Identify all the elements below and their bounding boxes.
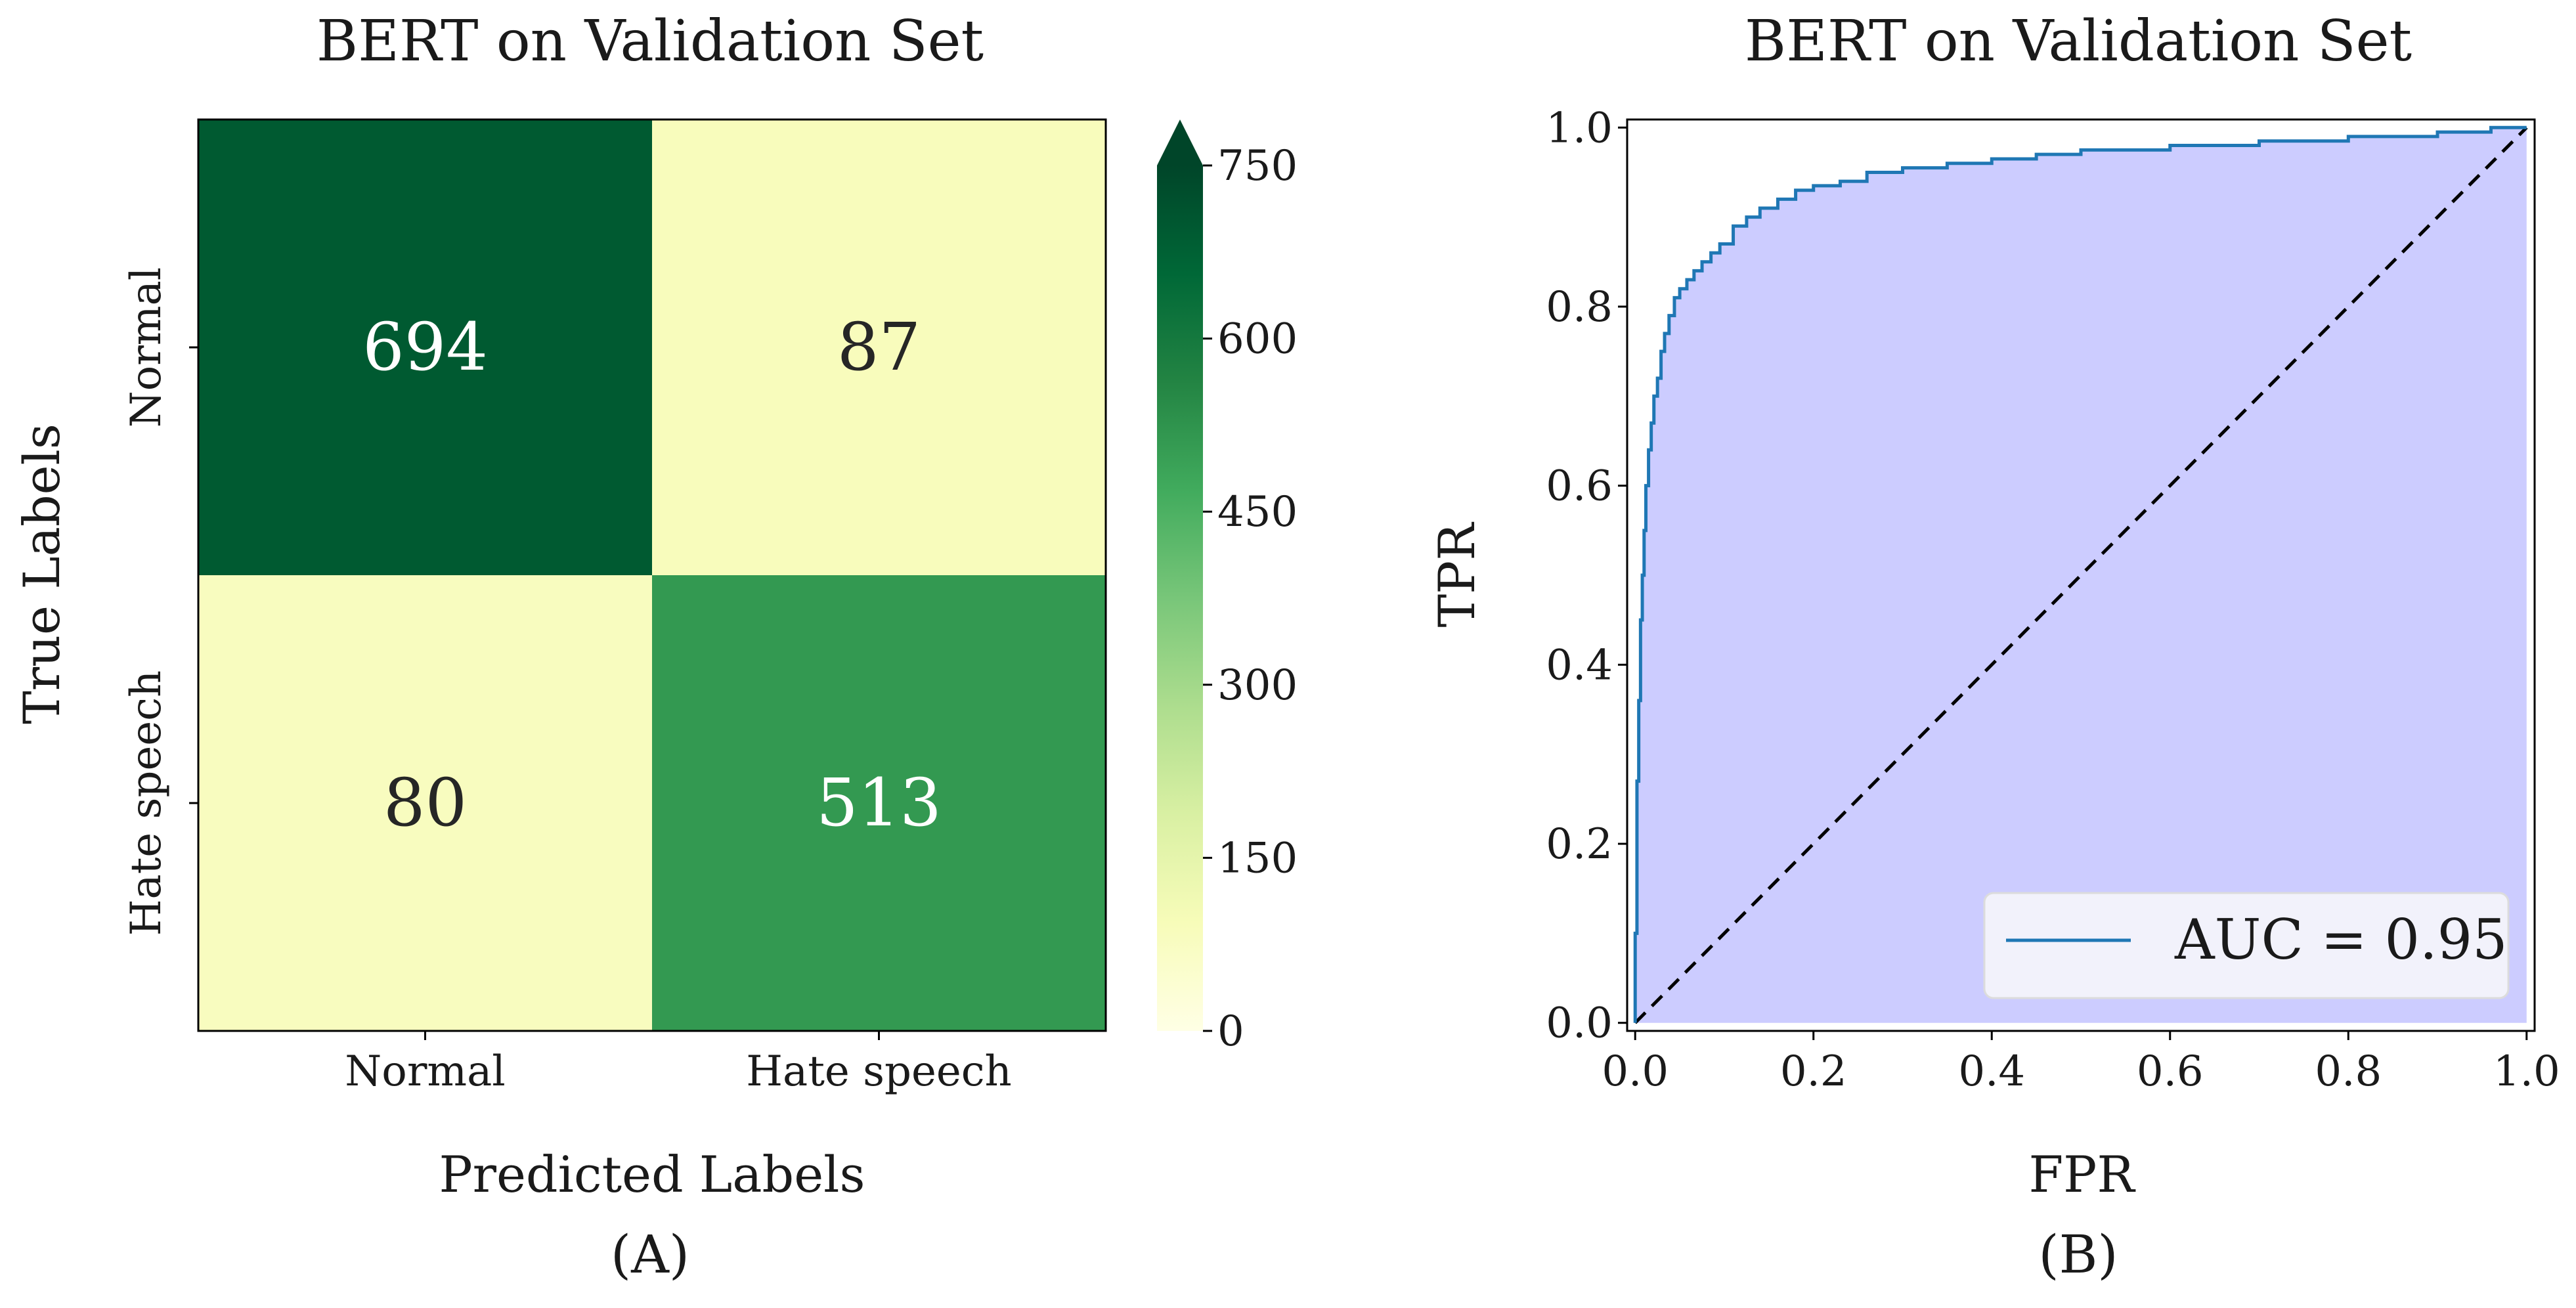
x-tick-label: 0.6 xyxy=(2137,1047,2204,1096)
roc-plot-area xyxy=(1633,125,2528,1024)
x-tick-label: 0.0 xyxy=(1602,1047,1669,1096)
x-tick-label: 0.2 xyxy=(1780,1047,1847,1096)
colorbar-ticks: 0 150 300 450 600 750 xyxy=(1203,142,1298,1056)
roc-y-axis-label: TPR xyxy=(1428,521,1486,628)
colorbar-extend-arrow xyxy=(1157,120,1203,165)
colorbar-tick-label: 450 xyxy=(1217,488,1298,536)
heatmap-x-ticks: Normal Hate speech xyxy=(345,1031,1012,1096)
heatmap-frame xyxy=(197,118,1107,1032)
heatmap-cell xyxy=(198,575,652,1031)
panel-label-b: (B) xyxy=(2038,1224,2118,1285)
y-tick-label: 0.6 xyxy=(1546,462,1613,511)
y-tick-label: Normal xyxy=(122,267,171,427)
panel-label-a: (A) xyxy=(611,1224,689,1285)
y-tick-label: 0.8 xyxy=(1546,283,1613,332)
roc-x-ticks: 0.0 0.2 0.4 0.6 0.8 1.0 xyxy=(1602,1031,2560,1096)
x-tick-label: 0.4 xyxy=(1958,1047,2025,1096)
heatmap-y-ticks: Normal Hate speech xyxy=(122,267,198,936)
x-tick-label: Normal xyxy=(345,1047,505,1096)
colorbar-tick-label: 150 xyxy=(1217,834,1298,883)
roc-title: BERT on Validation Set xyxy=(1745,9,2412,74)
x-tick-label: Hate speech xyxy=(746,1047,1012,1096)
y-tick-label: Hate speech xyxy=(122,670,171,936)
colorbar-tick-label: 0 xyxy=(1217,1007,1244,1056)
roc-y-ticks: 0.0 0.2 0.4 0.6 0.8 1.0 xyxy=(1546,104,1627,1048)
colorbar-tick-label: 750 xyxy=(1217,142,1298,190)
y-tick-label: 0.2 xyxy=(1546,820,1613,869)
roc-legend: AUC = 0.95 xyxy=(1983,892,2510,999)
heatmap-cell xyxy=(652,575,1106,1031)
x-tick-label: 1.0 xyxy=(2493,1047,2560,1096)
heatmap-cell xyxy=(198,120,652,575)
roc-curve xyxy=(1633,125,2527,1023)
roc-x-axis-label: FPR xyxy=(2028,1145,2136,1204)
y-tick-label: 0.4 xyxy=(1546,641,1613,689)
heatmap-cells: 694 87 80 513 xyxy=(198,120,1106,1031)
colorbar-gradient xyxy=(1157,165,1203,1031)
y-tick-label: 1.0 xyxy=(1546,104,1613,152)
chance-diagonal-line xyxy=(1634,126,2528,1024)
heatmap-cell-value: 87 xyxy=(837,309,921,385)
heatmap-title: BERT on Validation Set xyxy=(317,9,984,74)
colorbar: 0 150 300 450 600 750 xyxy=(1157,120,1298,1056)
heatmap-y-axis-label: True Labels xyxy=(12,424,71,724)
heatmap-cell-value: 694 xyxy=(362,309,488,385)
heatmap-cell-value: 80 xyxy=(383,764,467,841)
heatmap-panel: BERT on Validation Set 694 87 80 513 Normal… xyxy=(12,9,1298,1285)
legend-box xyxy=(1983,892,2510,999)
roc-frame xyxy=(1626,118,2536,1032)
roc-panel: BERT on Validation Set 0.0 0.2 0.4 0.6 0.8 1.… xyxy=(1428,9,2560,1285)
y-tick-label: 0.0 xyxy=(1546,999,1613,1048)
heatmap-cell xyxy=(652,120,1106,575)
x-tick-label: 0.8 xyxy=(2315,1047,2382,1096)
legend-entry: AUC = 0.95 xyxy=(2174,907,2508,972)
colorbar-tick-label: 600 xyxy=(1217,315,1298,364)
colorbar-tick-label: 300 xyxy=(1217,661,1298,710)
heatmap-cell-value: 513 xyxy=(816,764,942,841)
heatmap-x-axis-label: Predicted Labels xyxy=(439,1145,865,1204)
